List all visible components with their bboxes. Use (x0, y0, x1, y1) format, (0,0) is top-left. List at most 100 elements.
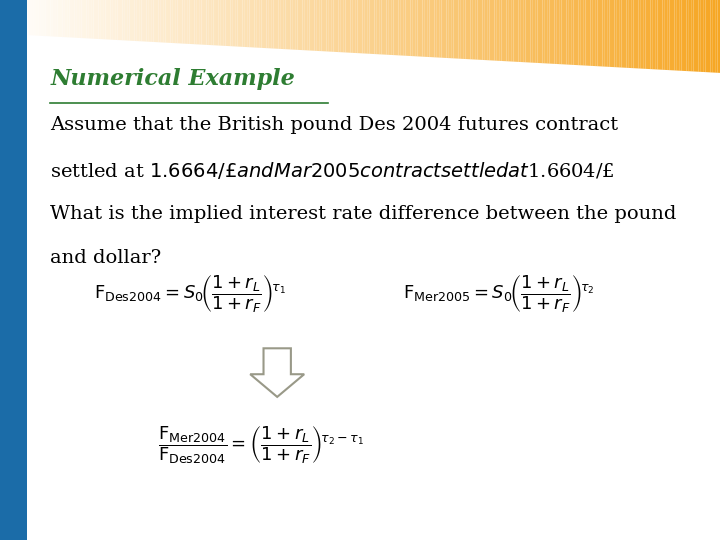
Polygon shape (394, 0, 396, 55)
Polygon shape (549, 0, 552, 64)
Polygon shape (48, 0, 50, 36)
Polygon shape (377, 0, 379, 55)
Polygon shape (653, 0, 655, 69)
Polygon shape (715, 0, 718, 73)
Polygon shape (506, 0, 509, 62)
Polygon shape (173, 0, 175, 43)
Polygon shape (122, 0, 125, 40)
Polygon shape (614, 0, 617, 68)
Polygon shape (269, 0, 271, 49)
Polygon shape (115, 0, 117, 40)
Polygon shape (315, 0, 317, 51)
Polygon shape (257, 0, 259, 48)
Polygon shape (639, 0, 641, 69)
Polygon shape (91, 0, 94, 39)
Polygon shape (434, 0, 437, 57)
Polygon shape (675, 0, 677, 71)
Polygon shape (214, 0, 216, 45)
Polygon shape (485, 0, 487, 60)
Polygon shape (189, 0, 192, 44)
Polygon shape (235, 0, 238, 46)
Polygon shape (425, 0, 427, 57)
Polygon shape (276, 0, 279, 49)
Polygon shape (487, 0, 490, 60)
Polygon shape (197, 0, 199, 44)
Polygon shape (578, 0, 581, 65)
Text: $\mathrm{F}_{\mathrm{Des2004}} = S_0\!\left(\dfrac{1+r_L}{1+r_F}\right)^{\!\tau_: $\mathrm{F}_{\mathrm{Des2004}} = S_0\!\l… (94, 273, 285, 315)
Polygon shape (264, 0, 266, 48)
Polygon shape (706, 0, 708, 72)
Polygon shape (156, 0, 158, 42)
Polygon shape (120, 0, 122, 40)
Polygon shape (398, 0, 401, 56)
Polygon shape (67, 0, 70, 37)
Polygon shape (581, 0, 583, 65)
Polygon shape (324, 0, 326, 51)
Polygon shape (446, 0, 449, 58)
Polygon shape (252, 0, 254, 48)
Polygon shape (624, 0, 626, 68)
Polygon shape (180, 0, 182, 44)
Polygon shape (593, 0, 595, 66)
Polygon shape (650, 0, 653, 69)
Text: $\dfrac{\mathrm{F}_{\mathrm{Mer2004}}}{\mathrm{F}_{\mathrm{Des2004}}} = \left(\d: $\dfrac{\mathrm{F}_{\mathrm{Mer2004}}}{\… (158, 424, 364, 467)
Polygon shape (574, 0, 576, 65)
Polygon shape (405, 0, 408, 56)
Polygon shape (38, 0, 41, 36)
Polygon shape (693, 0, 696, 72)
Polygon shape (631, 0, 634, 68)
Polygon shape (619, 0, 621, 68)
Polygon shape (245, 0, 247, 47)
Polygon shape (389, 0, 391, 55)
Polygon shape (657, 0, 660, 70)
Polygon shape (516, 0, 518, 62)
Polygon shape (72, 0, 74, 38)
Polygon shape (300, 0, 302, 50)
Polygon shape (259, 0, 261, 48)
Polygon shape (665, 0, 667, 70)
Polygon shape (163, 0, 166, 43)
Polygon shape (77, 0, 79, 38)
Polygon shape (295, 0, 297, 50)
Polygon shape (482, 0, 485, 60)
Polygon shape (207, 0, 209, 45)
Polygon shape (547, 0, 549, 64)
Polygon shape (96, 0, 99, 39)
Polygon shape (600, 0, 603, 66)
Polygon shape (130, 0, 132, 41)
Polygon shape (211, 0, 214, 45)
Polygon shape (603, 0, 605, 66)
Polygon shape (94, 0, 96, 39)
Polygon shape (53, 0, 55, 37)
Polygon shape (36, 0, 38, 36)
Polygon shape (403, 0, 405, 56)
Polygon shape (302, 0, 305, 50)
Polygon shape (307, 0, 310, 51)
Text: $\mathrm{F}_{\mathrm{Mer2005}} = S_0\!\left(\dfrac{1+r_L}{1+r_F}\right)^{\!\tau_: $\mathrm{F}_{\mathrm{Mer2005}} = S_0\!\l… (403, 273, 595, 315)
Polygon shape (65, 0, 67, 37)
Polygon shape (341, 0, 343, 52)
Polygon shape (358, 0, 360, 53)
Polygon shape (691, 0, 693, 71)
Polygon shape (701, 0, 703, 72)
Polygon shape (518, 0, 521, 62)
Polygon shape (374, 0, 377, 54)
Polygon shape (408, 0, 410, 56)
Polygon shape (682, 0, 684, 71)
Polygon shape (531, 0, 533, 63)
Polygon shape (590, 0, 593, 66)
Polygon shape (696, 0, 698, 72)
Polygon shape (319, 0, 322, 51)
Polygon shape (326, 0, 329, 51)
Polygon shape (271, 0, 274, 49)
Polygon shape (290, 0, 293, 50)
Polygon shape (583, 0, 585, 65)
Polygon shape (182, 0, 185, 44)
Polygon shape (598, 0, 600, 66)
Polygon shape (63, 0, 65, 37)
Polygon shape (711, 0, 713, 72)
Polygon shape (31, 0, 34, 36)
Polygon shape (305, 0, 307, 50)
Polygon shape (607, 0, 610, 67)
Polygon shape (698, 0, 701, 72)
